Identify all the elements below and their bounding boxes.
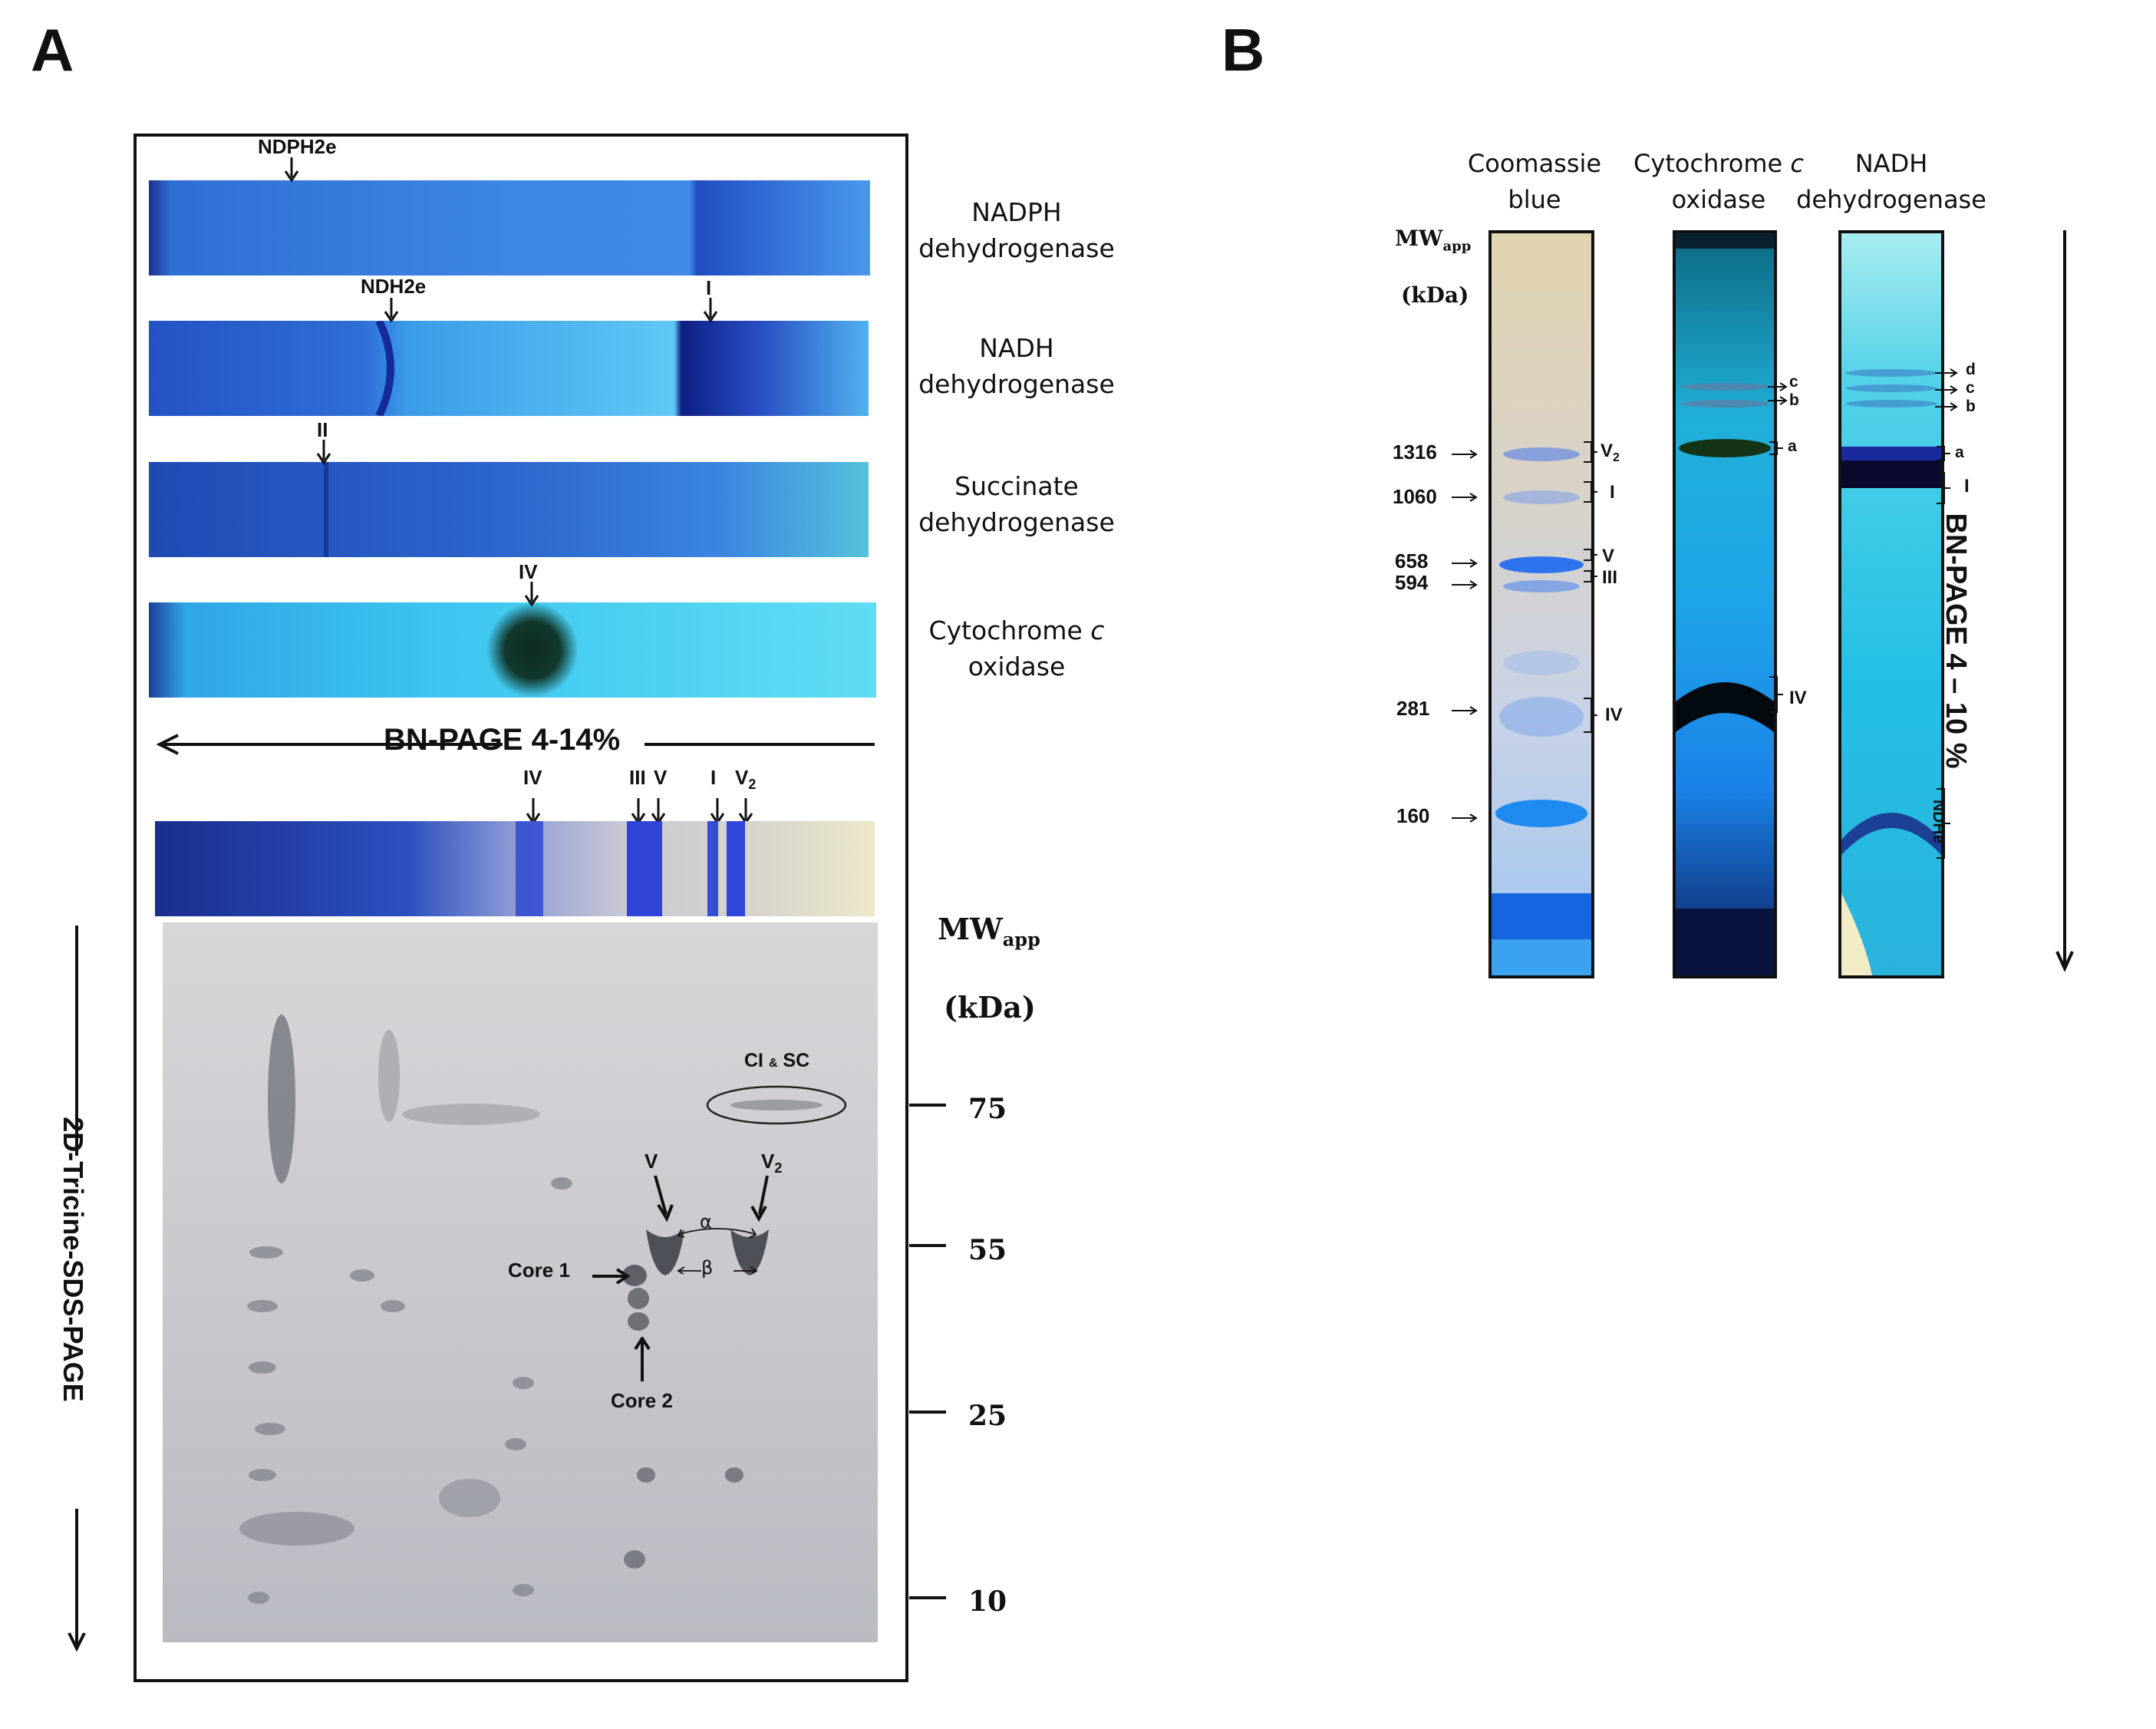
nadh-header: NADH dehydrogenase bbox=[1796, 149, 1986, 214]
first-dim-arrows bbox=[526, 798, 753, 824]
mw-594: 594 bbox=[1395, 571, 1429, 594]
mw-marker-arrows-b bbox=[1452, 450, 1478, 823]
nadh-c-label: c bbox=[1966, 379, 1975, 397]
cox-header: Cytochrome c oxidase bbox=[1633, 149, 1804, 214]
lane-v2-marker: V2 bbox=[735, 766, 757, 793]
spot-v2-label: V2 bbox=[761, 1150, 783, 1176]
mw-160: 160 bbox=[1396, 804, 1430, 827]
mw-app-title-a: MWapp bbox=[938, 912, 1040, 951]
panel-a-letter: A bbox=[31, 16, 74, 84]
sds-direction-arrow bbox=[68, 926, 86, 1652]
alpha-label: α bbox=[700, 1211, 712, 1232]
mw-75: 75 bbox=[968, 1093, 1007, 1125]
cb-iv-label: IV bbox=[1605, 704, 1623, 725]
mw-unit-a: (kDa) bbox=[944, 990, 1036, 1025]
lane-v-marker: V bbox=[654, 766, 668, 789]
nadh-dehydrogenase-strip bbox=[149, 321, 869, 416]
core1-label: Core 1 bbox=[508, 1259, 570, 1282]
nadh-ndhe-label: NDHe bbox=[1930, 800, 1947, 844]
nadh-d-label: d bbox=[1966, 361, 1976, 378]
cytochrome-c-oxidase-label: Cytochrome c oxidase bbox=[928, 615, 1105, 681]
mw-25: 25 bbox=[968, 1400, 1007, 1432]
cytochrome-c-oxidase-strip bbox=[149, 602, 876, 698]
mw-app-title-b: MWapp bbox=[1395, 226, 1472, 255]
nadh-b-label: b bbox=[1966, 398, 1976, 415]
ndh2e-arrow bbox=[384, 298, 399, 322]
complex-ii-arrow bbox=[316, 440, 331, 464]
nadph-dehydrogenase-strip bbox=[149, 180, 870, 276]
mw-unit-b: (kDa) bbox=[1401, 282, 1469, 308]
complex-ii-marker: II bbox=[317, 418, 328, 441]
beta-label: β bbox=[701, 1257, 714, 1279]
cox-b-label: b bbox=[1789, 391, 1799, 409]
complex-iv-marker: IV bbox=[519, 560, 538, 583]
mw-658: 658 bbox=[1395, 549, 1429, 572]
ndph2e-arrow bbox=[284, 157, 299, 182]
spot-v-label: V bbox=[644, 1150, 658, 1173]
cb-i-label: I bbox=[1610, 482, 1615, 503]
mw-1060: 1060 bbox=[1393, 485, 1437, 508]
alpha-beta-arrows bbox=[677, 1228, 758, 1274]
mw-10: 10 bbox=[968, 1585, 1007, 1618]
spot-v-arrows bbox=[654, 1175, 769, 1223]
coomassie-gel bbox=[1488, 230, 1594, 978]
first-dimension-strip bbox=[155, 821, 875, 916]
mw-1316: 1316 bbox=[1393, 440, 1437, 464]
ndph2e-marker: NDPH2e bbox=[258, 135, 337, 158]
succinate-dehydrogenase-strip bbox=[149, 462, 869, 557]
mw-281: 281 bbox=[1396, 697, 1430, 720]
complex-i-marker: I bbox=[706, 276, 712, 299]
cb-iii-label: III bbox=[1602, 567, 1618, 588]
lane-iv-marker: IV bbox=[523, 766, 542, 789]
ndh2e-marker: NDH2e bbox=[361, 275, 427, 298]
core1-arrow bbox=[592, 1268, 631, 1285]
core2-arrow bbox=[634, 1337, 651, 1381]
complex-iv-arrow bbox=[524, 582, 539, 606]
cb-v-label: V bbox=[1602, 546, 1615, 566]
core2-label: Core 2 bbox=[611, 1389, 673, 1412]
cox-brackets bbox=[1768, 382, 1788, 713]
bn-page-label-b: BN-PAGE 4 – 10 % bbox=[1940, 513, 1972, 769]
ci-sc-label: CI & SC bbox=[744, 1050, 810, 1071]
mw-55: 55 bbox=[968, 1234, 1007, 1266]
bn-page-arrow-b bbox=[2055, 230, 2074, 972]
cb-v2-label: V2 bbox=[1601, 440, 1620, 464]
nadh-gel bbox=[1838, 230, 1944, 978]
complex-i-arrow bbox=[703, 298, 718, 322]
nadh-i-label: I bbox=[1964, 476, 1970, 497]
nadh-brackets bbox=[1935, 368, 1958, 859]
cox-a-label: a bbox=[1788, 437, 1797, 455]
lane-i-marker: I bbox=[710, 766, 717, 789]
succinate-dehydrogenase-label: Succinate dehydrogenase bbox=[918, 471, 1115, 537]
coomassie-header: Coomassie blue bbox=[1467, 149, 1602, 214]
cox-gel bbox=[1673, 230, 1777, 978]
nadh-dehydrogenase-label: NADH dehydrogenase bbox=[918, 333, 1115, 399]
bn-page-label: BN-PAGE 4-14% bbox=[384, 723, 621, 757]
lane-iii-marker: III bbox=[629, 766, 646, 789]
panel-b-letter: B bbox=[1221, 16, 1265, 84]
bn-page-direction-arrow bbox=[156, 734, 875, 755]
sds-page-label: 2D-Tricine-SDS-PAGE bbox=[58, 1117, 89, 1402]
panel-a-frame bbox=[134, 134, 908, 1682]
sds-page-gel bbox=[163, 922, 878, 1642]
coomassie-brackets bbox=[1584, 441, 1597, 733]
nadph-dehydrogenase-label: NADPH dehydrogenase bbox=[918, 197, 1115, 263]
nadh-a-label: a bbox=[1955, 444, 1964, 461]
cox-c-label: c bbox=[1789, 373, 1798, 391]
mw-ticks-a bbox=[909, 1104, 946, 1599]
cox-iv-label: IV bbox=[1789, 688, 1807, 708]
